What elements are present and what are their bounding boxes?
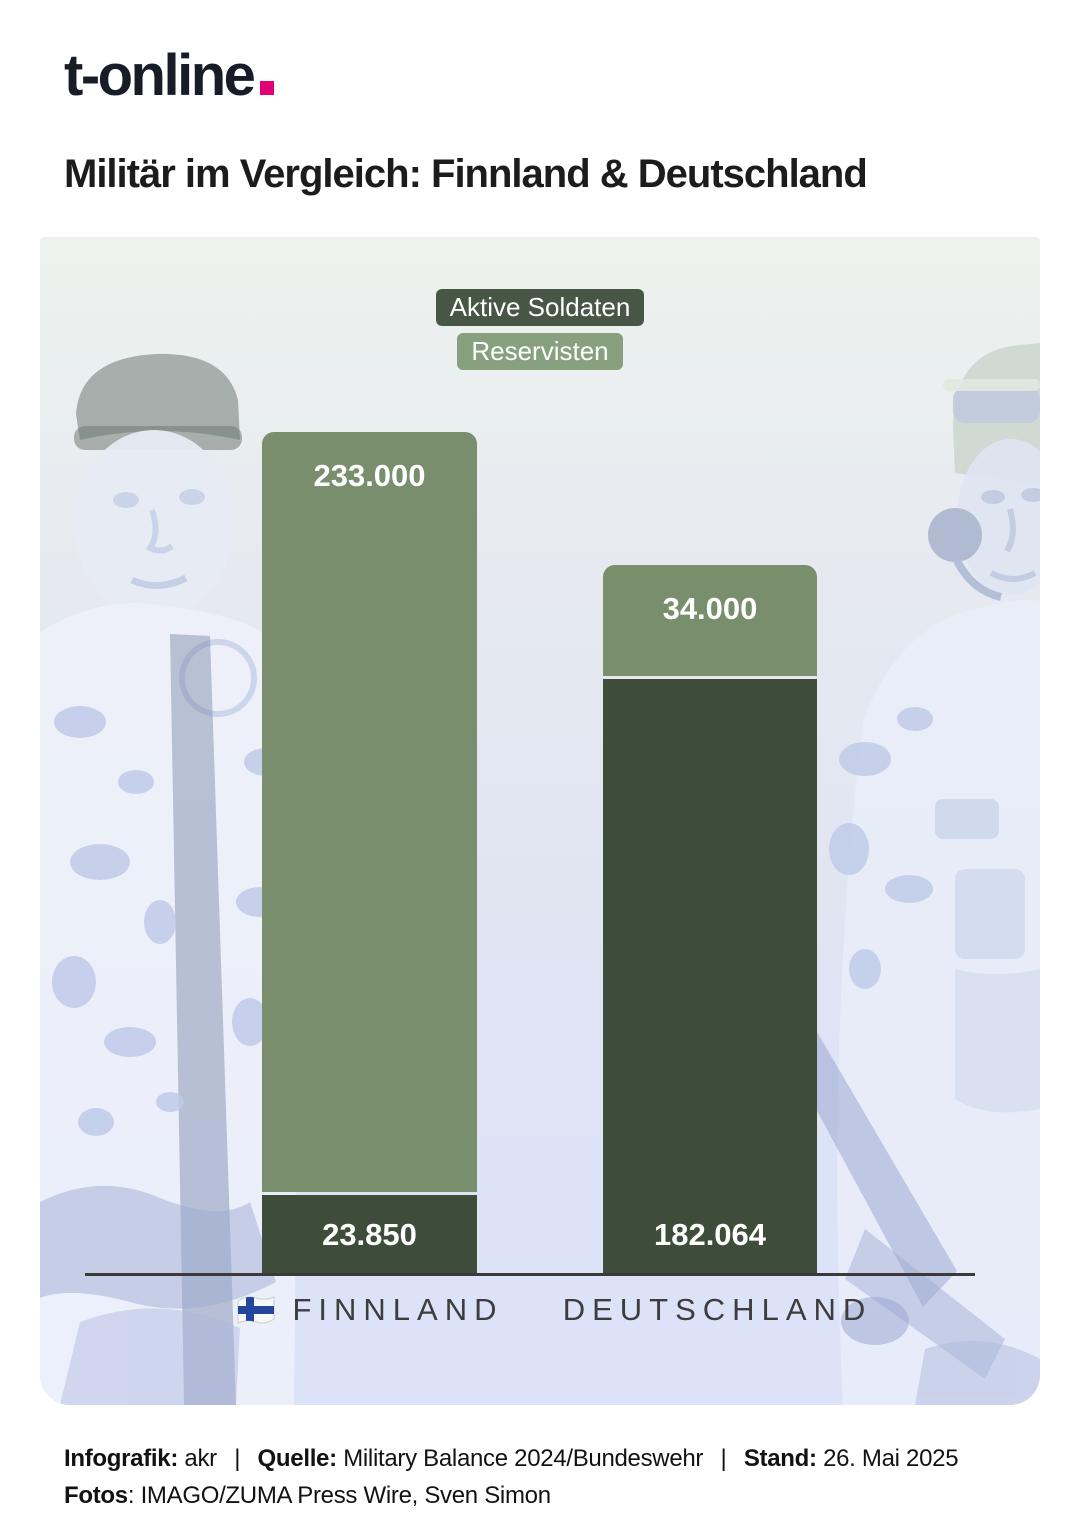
value-label-deutschland-aktive: 182.064	[653, 1217, 767, 1252]
legend-reserve-badge: Reservisten	[457, 333, 623, 370]
bar-finnland-reservisten: 233.000	[262, 432, 477, 1192]
axis-label-finnland-text: FINNLAND	[292, 1292, 504, 1327]
bar-finnland: 233.000 23.850	[262, 432, 477, 1273]
logo-dot-icon	[260, 81, 275, 95]
x-axis-baseline	[85, 1273, 975, 1276]
chart-panel: Aktive Soldaten Reservisten 233.000 23.8…	[40, 237, 1040, 1405]
axis-label-deutschland-text: DEUTSCHLAND	[562, 1292, 873, 1327]
credits-footer: Infografik: akr | Quelle: Military Balan…	[64, 1440, 959, 1514]
bar-deutschland-aktive: 182.064	[603, 679, 817, 1273]
infografik-label: Infografik:	[64, 1445, 179, 1472]
chart-legend: Aktive Soldaten Reservisten	[40, 289, 1040, 370]
value-label-finnland-aktive: 23.850	[322, 1217, 417, 1252]
bar-finnland-aktive: 23.850	[262, 1195, 477, 1273]
bar-deutschland-reservisten: 34.000	[603, 565, 817, 676]
bar-deutschland: 34.000 182.064	[603, 565, 817, 1273]
german-soldier-photo	[805, 343, 1040, 1405]
infografik-value: akr	[184, 1445, 217, 1472]
quelle-value: Military Balance 2024/Bundeswehr	[343, 1445, 704, 1472]
fotos-label: Fotos	[64, 1482, 128, 1509]
separator: |	[234, 1445, 241, 1472]
finland-flag-icon	[237, 1296, 275, 1324]
stand-label: Stand:	[743, 1445, 817, 1472]
quelle-label: Quelle:	[257, 1445, 338, 1472]
axis-label-finnland: FINNLAND	[232, 1285, 507, 1335]
value-label-finnland-reservisten: 233.000	[313, 458, 426, 493]
credits-line-1: Infografik: akr | Quelle: Military Balan…	[64, 1440, 959, 1477]
fotos-value: : IMAGO/ZUMA Press Wire, Sven Simon	[127, 1482, 551, 1509]
value-label-deutschland-reservisten: 34.000	[662, 591, 758, 626]
legend-active-badge: Aktive Soldaten	[435, 289, 645, 326]
credits-line-2: Fotos: IMAGO/ZUMA Press Wire, Sven Simon	[64, 1477, 958, 1514]
stand-value: 26. Mai 2025	[823, 1445, 959, 1472]
t-online-logo: t-online	[64, 42, 275, 109]
page-title: Militär im Vergleich: Finnland & Deutsch…	[64, 152, 868, 196]
axis-label-deutschland: DEUTSCHLAND	[563, 1285, 866, 1335]
logo-text: t-online	[64, 43, 256, 108]
separator: |	[720, 1445, 727, 1472]
